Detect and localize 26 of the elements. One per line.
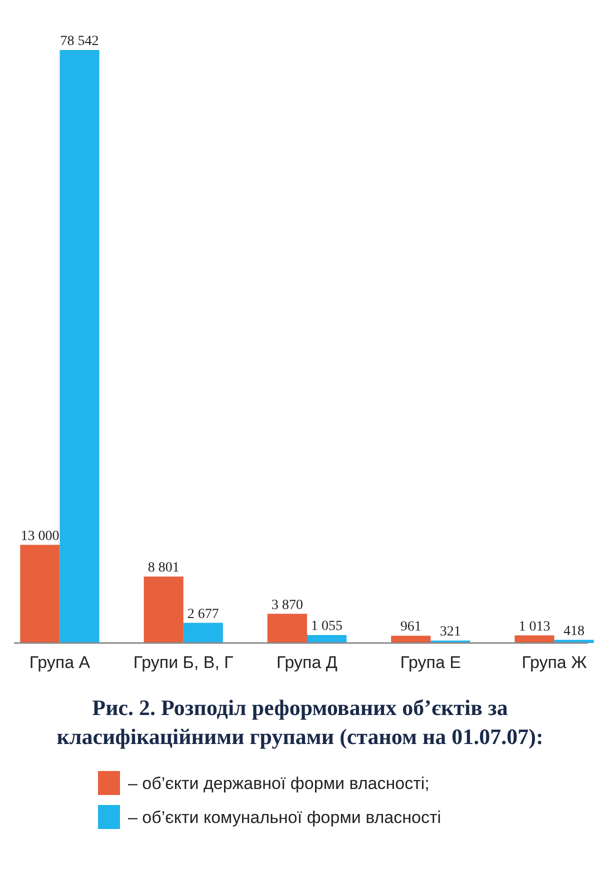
bar: [183, 622, 223, 643]
data-label: 78 542: [60, 34, 99, 49]
data-label: 1 013: [518, 619, 550, 634]
bar: [267, 614, 307, 643]
x-tick-label: Група Ж: [522, 653, 588, 672]
text: Рис. 2. Розподіл реформованих об’єктів за класифікаційними групами (станом на 01.07.07):: [56, 695, 544, 749]
data-label: 418: [564, 624, 585, 639]
data-label: 2 677: [187, 606, 219, 622]
data-label: 13 000: [20, 528, 60, 544]
data-label: 3 870: [271, 598, 303, 613]
bar: [307, 635, 347, 643]
bar: [144, 576, 184, 643]
x-tick-label: Групи Б, В, Г: [133, 653, 234, 672]
x-tick-label: Група Е: [400, 653, 462, 672]
bar: [514, 635, 554, 643]
x-tick-label: Група А: [29, 653, 91, 672]
data-label: 321: [440, 624, 461, 640]
bar: [20, 544, 60, 643]
legend-label: – об’єкти державної форми власності;: [128, 774, 430, 793]
legend-label: – об’єкти комунальної форми власності: [128, 808, 442, 827]
bar: [60, 50, 100, 643]
data-label: 8 801: [148, 560, 180, 576]
x-tick-label: Група Д: [276, 653, 338, 672]
data-label: 961: [400, 620, 422, 635]
data-label: 1 055: [311, 619, 343, 634]
bar: [391, 636, 431, 643]
